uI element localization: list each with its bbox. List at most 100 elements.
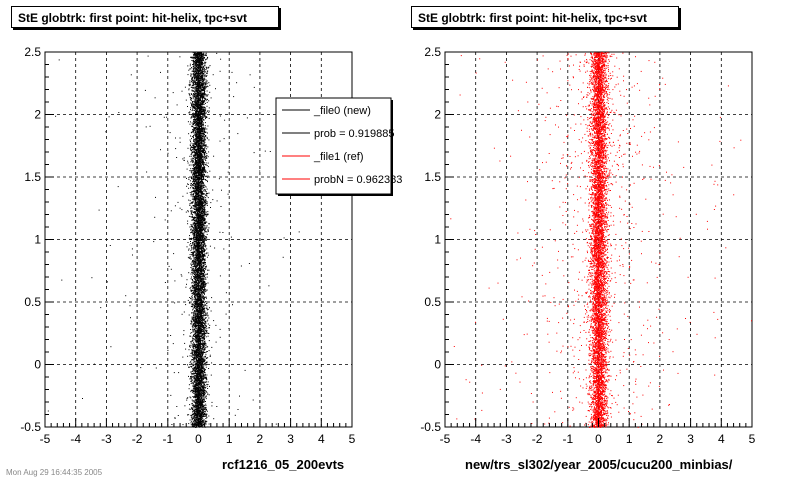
scatter-point [200,348,202,350]
scatter-point [196,246,198,247]
scatter-point [202,313,204,315]
scatter-point [199,403,201,405]
scatter-point [197,186,199,188]
scatter-point [196,161,198,163]
scatter-point [202,186,204,188]
scatter-point [191,172,193,174]
scatter-point [207,98,208,100]
scatter-point [206,320,208,322]
scatter-point [189,378,191,380]
scatter-point [200,206,202,208]
scatter-point [190,107,192,109]
scatter-point [202,171,204,173]
scatter-point [200,336,202,338]
scatter-point [193,171,195,172]
scatter-point [195,127,197,129]
scatter-point [201,353,203,355]
scatter-point [195,318,197,320]
scatter-point [200,282,202,284]
scatter-point [203,211,205,213]
scatter-point [202,305,204,307]
scatter-point [201,351,203,353]
scatter-point [189,362,191,364]
scatter-point [193,80,195,82]
scatter-point [193,288,195,290]
scatter-point [192,356,194,358]
scatter-point [193,119,195,121]
scatter-point [198,54,200,56]
scatter-point [195,122,197,124]
scatter-point [202,327,204,329]
scatter-point [197,191,199,193]
scatter-point [203,198,205,200]
scatter-point [200,405,202,407]
scatter-point [201,223,203,225]
scatter-point [194,343,195,345]
scatter-point [192,232,194,234]
scatter-point [207,56,209,58]
scatter-point [194,120,196,122]
scatter-point [199,120,201,122]
scatter-point [207,229,209,231]
scatter-point [201,79,203,81]
scatter-point [193,419,195,421]
scatter-point [203,395,205,397]
scatter-point [206,297,207,299]
scatter-point [204,54,206,56]
scatter-point [205,390,207,392]
scatter-point [194,103,196,105]
scatter-point [201,322,203,324]
scatter-point [190,56,192,58]
scatter-point [195,132,197,134]
scatter-point [197,302,199,304]
scatter-point [200,134,201,136]
scatter-point [199,55,201,57]
scatter-point [190,211,192,213]
scatter-point [208,333,210,334]
scatter-point [190,75,192,77]
scatter-point [201,238,203,239]
scatter-point [193,361,195,363]
scatter-point [196,242,198,244]
scatter-point [190,320,192,322]
scatter-point [203,214,205,216]
scatter-point [195,247,197,249]
scatter-point [197,322,199,324]
scatter-point [204,426,206,428]
scatter-point [196,407,198,409]
scatter-point [199,318,201,320]
scatter-point [188,133,190,135]
scatter-point [193,100,195,102]
scatter-point [206,309,208,311]
scatter-point [197,280,199,282]
scatter-point [206,327,208,329]
scatter-point [202,127,204,129]
scatter-point [193,342,195,344]
scatter-point [204,262,206,263]
scatter-point [202,404,204,406]
scatter-point [204,81,206,83]
scatter-point [196,214,198,215]
scatter-point [194,201,196,203]
scatter-point [205,200,207,202]
scatter-point [204,390,205,392]
scatter-point [201,176,203,178]
scatter-point [202,358,204,360]
scatter-point [194,412,196,414]
scatter-point [198,398,199,400]
scatter-point [203,339,205,340]
scatter-point [203,218,205,220]
scatter-point [192,326,194,328]
scatter-point [202,80,204,82]
scatter-point [197,240,199,242]
scatter-point [202,407,204,409]
scatter-point [192,418,194,420]
scatter-point [192,129,194,131]
scatter-point [195,256,197,258]
scatter-point [192,354,194,356]
scatter-point [190,380,192,382]
scatter-point [199,178,201,180]
scatter-point [199,262,201,264]
scatter-point [203,236,205,238]
scatter-point [195,407,197,409]
